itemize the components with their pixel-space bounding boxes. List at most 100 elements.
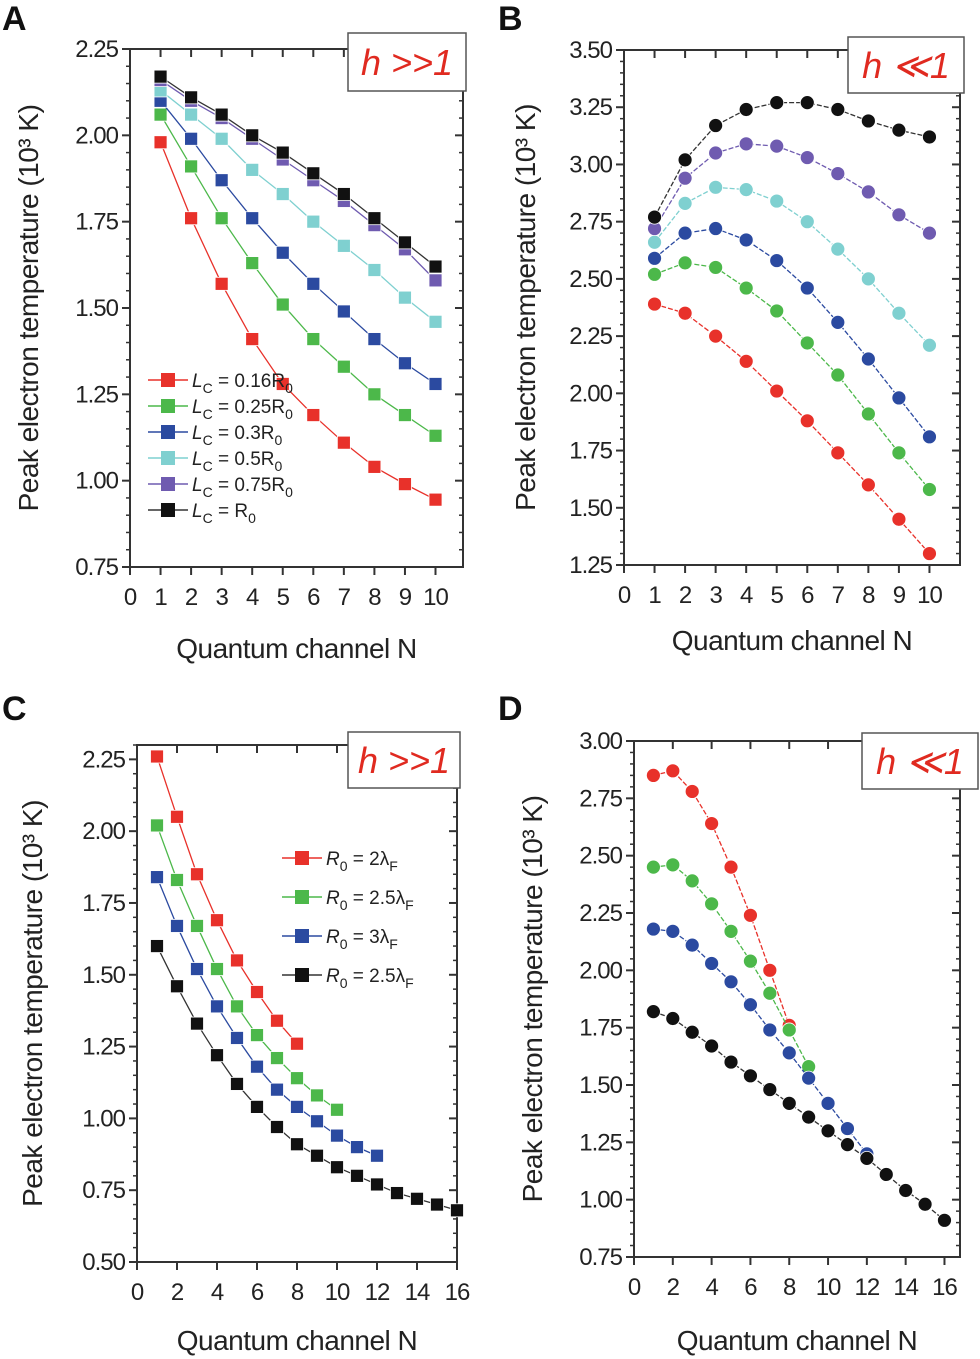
- data-point: [245, 256, 260, 271]
- legend-marker: [295, 890, 309, 904]
- x-tick-label: 0: [124, 584, 137, 611]
- data-point: [891, 445, 907, 461]
- data-point: [762, 962, 778, 978]
- data-point: [860, 113, 876, 129]
- data-point: [250, 985, 264, 999]
- data-point: [647, 296, 662, 312]
- data-point: [665, 1011, 681, 1026]
- x-tick-label: 12: [855, 1274, 880, 1301]
- data-point: [898, 1183, 914, 1198]
- legend-item: LC​ = 0.5R0​: [148, 449, 283, 474]
- data-point: [799, 95, 815, 111]
- y-tick-label: 3.50: [569, 37, 612, 64]
- data-point: [820, 1123, 836, 1139]
- panel-B: B 0 1 2 3 4 5 6 7 8 9 10 1.25 1.50 1.75 2.00 2.25 2.50 2.7…: [498, 0, 965, 656]
- y-tick-label: 2.75: [569, 209, 612, 236]
- data-point: [336, 238, 351, 253]
- x-tick-label: 0: [131, 1279, 144, 1306]
- x-tick-label: 2: [171, 1279, 184, 1306]
- data-point: [367, 459, 382, 474]
- legend-item: R0​ = 2.5λF​: [282, 888, 414, 913]
- series-line: [159, 141, 436, 501]
- data-point: [190, 962, 204, 976]
- data-point: [398, 408, 412, 422]
- panel-letter: A: [2, 0, 27, 38]
- data-point: [367, 332, 382, 346]
- x-tick-label: 9: [399, 584, 412, 611]
- data-point: [210, 913, 224, 928]
- series-line: [156, 945, 458, 1211]
- data-point: [190, 919, 204, 933]
- data-point: [245, 211, 260, 226]
- data-point: [801, 1070, 817, 1086]
- data-point: [762, 1082, 778, 1097]
- panel-D: D 0 2 4 6 8 10 12 14 16 0.75 1.00 1.25 1.50 1.75 2.00 2.…: [498, 690, 979, 1356]
- data-point: [646, 768, 661, 783]
- data-point: [738, 182, 754, 198]
- y-tick-label: 1.25: [569, 552, 612, 579]
- y-tick-label: 0.75: [75, 554, 118, 581]
- data-point: [398, 290, 412, 305]
- x-tick-label: 10: [917, 582, 942, 609]
- data-point: [350, 1168, 364, 1183]
- data-point: [830, 367, 846, 383]
- y-tick-label: 3.00: [569, 151, 612, 178]
- data-point: [150, 939, 164, 953]
- data-point: [769, 383, 785, 399]
- data-point: [398, 356, 412, 371]
- y-tick-label: 0.75: [82, 1177, 125, 1204]
- data-point: [647, 250, 662, 266]
- y-tick-label: 2.00: [579, 957, 622, 984]
- data-point: [704, 1038, 720, 1054]
- data-point: [367, 211, 382, 226]
- data-point: [922, 546, 937, 561]
- data-point: [799, 150, 815, 165]
- data-point: [275, 245, 290, 260]
- data-point: [214, 131, 229, 146]
- legend-marker: [161, 451, 175, 465]
- plot-frame: [129, 48, 464, 568]
- data-point: [708, 145, 724, 161]
- annotation-text: h ≪1: [862, 45, 950, 86]
- data-point: [922, 225, 937, 241]
- data-point: [704, 956, 720, 971]
- data-point: [738, 353, 754, 369]
- x-tick-label: 4: [705, 1274, 718, 1301]
- data-point: [677, 255, 693, 271]
- data-point: [184, 131, 199, 146]
- y-tick-label: 1.50: [82, 962, 125, 989]
- y-tick-label: 2.00: [75, 122, 118, 149]
- data-point: [891, 305, 907, 321]
- data-point: [398, 235, 412, 250]
- legend-label: LC​ = 0.25R0​: [192, 397, 293, 422]
- y-axis-label: Peak electron temperature (10³ K): [13, 105, 44, 512]
- data-point: [230, 1031, 244, 1045]
- y-tick-label: 2.00: [569, 380, 612, 407]
- y-tick-label: 2.50: [579, 843, 622, 870]
- data-point: [410, 1191, 424, 1206]
- data-point: [677, 305, 693, 321]
- legend-label: LC​ = R0​: [192, 501, 256, 526]
- data-point: [708, 221, 724, 236]
- data-point: [210, 999, 224, 1014]
- data-point: [270, 1051, 284, 1065]
- data-point: [230, 999, 244, 1014]
- data-point: [350, 1140, 364, 1155]
- data-point: [743, 1068, 758, 1084]
- data-point: [840, 1137, 855, 1153]
- data-point: [799, 280, 815, 296]
- data-point: [306, 332, 321, 346]
- x-axis-label: Quantum channel N: [672, 625, 913, 656]
- y-tick-label: 1.75: [75, 209, 118, 236]
- data-point: [250, 1100, 264, 1114]
- y-tick-label: 2.25: [569, 323, 612, 350]
- data-point: [781, 1095, 797, 1111]
- x-tick-label: 3: [709, 582, 722, 609]
- panel-A: A 0 1 2 3 4 5 6 7 8 9 10 0.75 1.00 1.25 1.50 1.75 2.00 2.2…: [2, 0, 467, 664]
- data-point: [646, 921, 661, 937]
- data-point: [769, 193, 785, 209]
- legend-label: R0​ = 3λF​: [326, 927, 398, 952]
- legend-item: LC​ = R0​: [148, 501, 256, 526]
- data-point: [214, 173, 229, 188]
